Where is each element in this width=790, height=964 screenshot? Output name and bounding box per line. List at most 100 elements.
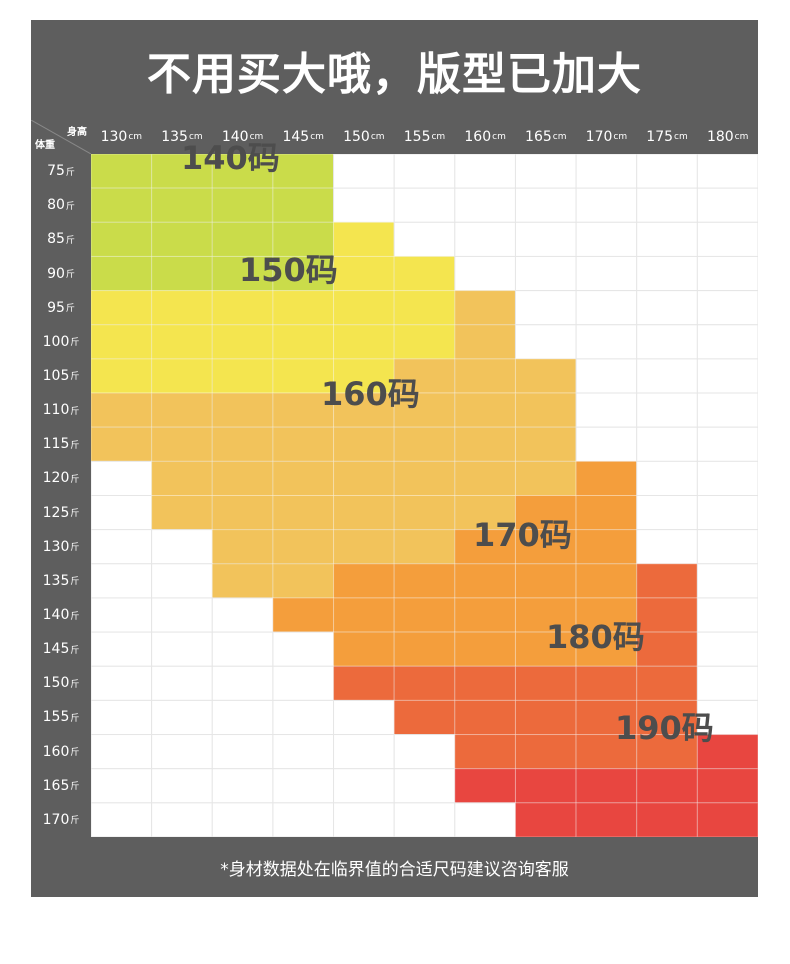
empty-cell bbox=[393, 221, 456, 257]
size-cell bbox=[514, 460, 577, 497]
weight-unit: 斤 bbox=[70, 679, 80, 690]
empty-cell bbox=[272, 665, 335, 701]
empty-cell bbox=[696, 324, 758, 360]
empty-cell bbox=[272, 699, 335, 736]
empty-cell bbox=[272, 734, 335, 770]
size-cell bbox=[151, 221, 213, 257]
size-cell bbox=[272, 495, 335, 531]
empty-cell bbox=[636, 426, 698, 462]
size-cell bbox=[575, 631, 638, 667]
chart-title: 不用买大哦，版型已加大 bbox=[147, 49, 642, 100]
size-cell bbox=[514, 802, 577, 837]
size-cell bbox=[393, 495, 456, 531]
size-cell bbox=[454, 768, 516, 804]
size-cell bbox=[393, 563, 456, 599]
size-cell bbox=[272, 529, 335, 565]
size-cell bbox=[454, 426, 516, 462]
empty-cell bbox=[333, 187, 395, 223]
size-cell bbox=[575, 768, 638, 804]
empty-cell bbox=[636, 392, 698, 428]
height-header-cell: 140 cm bbox=[212, 120, 273, 154]
weight-header-cell: 170 斤 bbox=[31, 803, 91, 837]
size-cell bbox=[91, 187, 153, 223]
size-cell bbox=[514, 358, 577, 394]
empty-cell bbox=[696, 426, 758, 462]
weight-unit: 斤 bbox=[70, 713, 80, 724]
size-cell bbox=[454, 699, 516, 736]
empty-cell bbox=[151, 699, 213, 736]
size-cell bbox=[333, 221, 395, 257]
empty-cell bbox=[454, 154, 516, 189]
size-cell bbox=[272, 154, 335, 189]
weight-header-cell: 150 斤 bbox=[31, 666, 91, 700]
height-value: 170 bbox=[585, 129, 613, 145]
empty-cell bbox=[696, 597, 758, 633]
height-axis-label: 身高 bbox=[67, 127, 87, 138]
height-unit: cm bbox=[310, 132, 324, 142]
size-cell bbox=[333, 495, 395, 531]
height-value: 135 bbox=[161, 129, 188, 145]
empty-cell bbox=[91, 665, 153, 701]
weight-unit: 斤 bbox=[65, 235, 75, 246]
empty-cell bbox=[91, 529, 153, 565]
weight-header-cell: 155 斤 bbox=[31, 700, 91, 734]
size-cell bbox=[333, 255, 395, 292]
size-cell bbox=[393, 324, 456, 360]
size-cell bbox=[454, 631, 516, 667]
weight-unit: 斤 bbox=[70, 748, 80, 759]
empty-cell bbox=[454, 221, 516, 257]
size-cell bbox=[211, 255, 274, 292]
height-unit: cm bbox=[552, 132, 567, 142]
size-cell bbox=[454, 324, 516, 360]
empty-cell bbox=[393, 802, 456, 837]
empty-cell bbox=[211, 665, 274, 701]
size-cell bbox=[696, 768, 758, 804]
empty-cell bbox=[636, 495, 698, 531]
empty-cell bbox=[91, 460, 153, 497]
size-cell bbox=[211, 426, 274, 462]
empty-cell bbox=[514, 255, 577, 292]
empty-cell bbox=[333, 768, 395, 804]
height-header-cell: 180 cm bbox=[697, 120, 758, 154]
size-cell bbox=[393, 597, 456, 633]
empty-cell bbox=[575, 358, 638, 394]
empty-cell bbox=[272, 631, 335, 667]
weight-unit: 斤 bbox=[70, 782, 80, 793]
empty-cell bbox=[151, 734, 213, 770]
weight-value: 90 bbox=[47, 265, 65, 282]
size-cell bbox=[575, 665, 638, 701]
size-cell bbox=[333, 324, 395, 360]
height-value: 145 bbox=[282, 129, 310, 145]
weight-unit: 斤 bbox=[70, 372, 80, 383]
weight-unit: 斤 bbox=[70, 816, 80, 827]
empty-cell bbox=[696, 495, 758, 531]
height-header-cell: 135 cm bbox=[152, 120, 213, 154]
empty-cell bbox=[211, 768, 274, 804]
empty-cell bbox=[575, 324, 638, 360]
empty-cell bbox=[636, 187, 698, 223]
size-cell bbox=[91, 255, 153, 292]
size-cell bbox=[575, 529, 638, 565]
empty-cell bbox=[91, 802, 153, 837]
weight-value: 170 bbox=[42, 811, 70, 828]
empty-cell bbox=[575, 426, 638, 462]
weight-header-cell: 100 斤 bbox=[31, 325, 91, 359]
weight-value: 105 bbox=[42, 367, 70, 384]
size-cell bbox=[393, 665, 456, 701]
size-label: 140码 bbox=[181, 139, 280, 177]
weight-header-cell: 140 斤 bbox=[31, 598, 91, 632]
size-cell bbox=[636, 734, 698, 770]
size-cell bbox=[272, 597, 335, 633]
height-unit: cm bbox=[613, 132, 628, 142]
size-cell bbox=[454, 460, 516, 497]
size-cell bbox=[211, 529, 274, 565]
empty-cell bbox=[696, 665, 758, 701]
height-header-cell: 145 cm bbox=[273, 120, 334, 154]
empty-cell bbox=[575, 187, 638, 223]
empty-cell bbox=[454, 802, 516, 837]
weight-header-cell: 90 斤 bbox=[31, 256, 91, 290]
height-unit: cm bbox=[370, 132, 385, 142]
empty-cell bbox=[151, 563, 213, 599]
weight-value: 145 bbox=[42, 641, 70, 658]
empty-cell bbox=[575, 154, 638, 189]
